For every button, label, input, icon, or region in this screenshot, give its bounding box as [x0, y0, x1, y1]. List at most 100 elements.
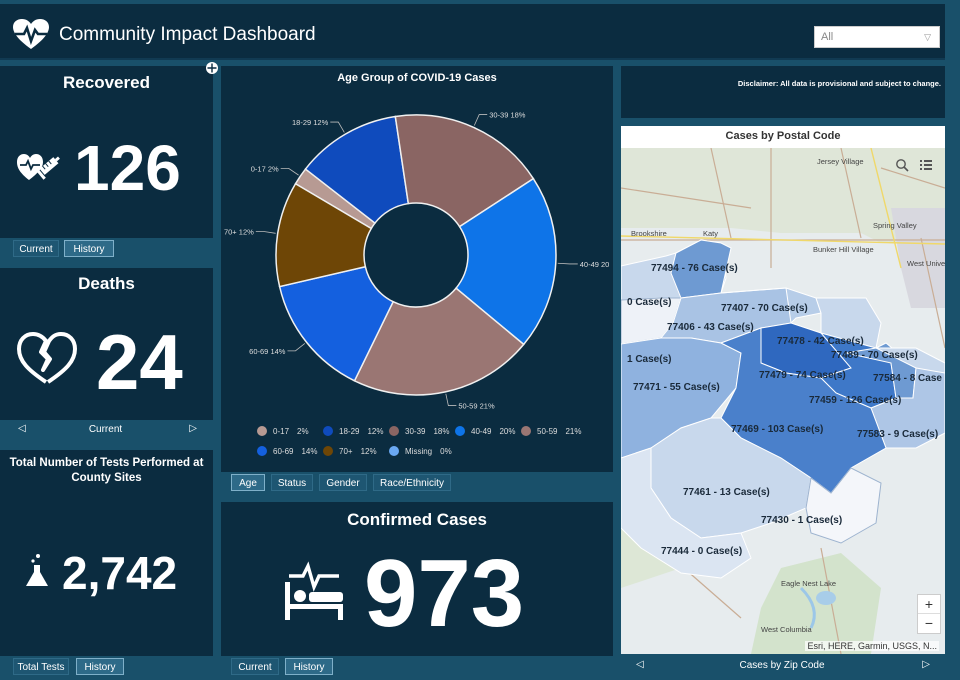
- zip-label: 1 Case(s): [627, 354, 672, 365]
- tab-history[interactable]: History: [76, 658, 124, 675]
- recovered-tabbar: Current History: [0, 238, 213, 258]
- zip-label: 77584 - 8 Case: [873, 373, 942, 384]
- tab-gender[interactable]: Gender: [319, 474, 367, 491]
- zip-label: 77444 - 0 Case(s): [661, 546, 743, 557]
- confirmed-panel: Confirmed Cases 973: [221, 502, 613, 656]
- legend-label: Missing: [405, 447, 433, 456]
- prev-arrow-icon[interactable]: ◁: [636, 659, 644, 670]
- legend-label: 0-17: [273, 427, 290, 436]
- zip-label: 77406 - 43 Case(s): [667, 322, 754, 333]
- tab-total-tests[interactable]: Total Tests: [13, 658, 69, 675]
- legend-pct: 2%: [297, 427, 309, 436]
- deaths-panel: Deaths 24: [0, 268, 213, 420]
- pie-slice-40-49[interactable]: [454, 177, 557, 346]
- tests-count: 2,742: [62, 547, 178, 599]
- deaths-nav: ◁ Current ▷: [6, 420, 205, 440]
- town-label: West Columbia: [761, 625, 812, 634]
- slice-label: 70+ 12%: [224, 227, 254, 236]
- legend-swatch: [323, 446, 333, 456]
- slice-label: 30-39 18%: [489, 111, 526, 120]
- tests-panel: Total Number of Tests Performed at Count…: [0, 450, 213, 656]
- legend-item-18-29[interactable]: 18-29 12%: [323, 426, 383, 436]
- legend-label: 18-29: [339, 427, 360, 436]
- slice-label: 60-69 14%: [249, 347, 286, 356]
- app-title: Community Impact Dashboard: [59, 24, 316, 45]
- pie-slice-30-39[interactable]: [394, 114, 535, 228]
- expand-icon[interactable]: [205, 61, 219, 75]
- slice-label: 0-17 2%: [251, 164, 279, 173]
- list-icon[interactable]: [919, 158, 933, 172]
- map-title: Cases by Postal Code: [725, 130, 841, 142]
- legend-item-50-59[interactable]: 50-59 21%: [521, 426, 581, 436]
- heart-syringe-icon: [17, 154, 60, 180]
- legend-swatch: [389, 446, 399, 456]
- legend-item-0-17[interactable]: 0-17 2%: [257, 426, 309, 436]
- legend-swatch: [389, 426, 399, 436]
- tab-history[interactable]: History: [285, 658, 333, 675]
- zoom-control: + −: [917, 594, 941, 634]
- town-label: Katy: [703, 229, 719, 238]
- legend-label: 70+: [339, 447, 353, 456]
- zip-label: 77459 - 126 Case(s): [809, 395, 902, 406]
- tests-tabbar: Total Tests History: [0, 656, 213, 676]
- legend-label: 40-49: [471, 427, 492, 436]
- pie-slice-50-59[interactable]: [353, 287, 525, 396]
- map-nav-label: Cases by Zip Code: [739, 660, 825, 671]
- legend-item-60-69[interactable]: 60-69 14%: [257, 446, 317, 456]
- zip-label: 77583 - 9 Case(s): [857, 429, 939, 440]
- zip-label: 77430 - 1 Case(s): [761, 515, 843, 526]
- zip-map[interactable]: Jersey Village Spring Valley Brookshire …: [621, 148, 945, 654]
- region-select[interactable]: All ▽: [814, 26, 940, 48]
- recovered-title: Recovered: [63, 73, 150, 92]
- region-select-value: All: [821, 31, 834, 43]
- pie-slice-60-69[interactable]: [278, 265, 395, 382]
- app-header: Community Impact Dashboard All ▽: [0, 4, 945, 60]
- map-nav: ◁ Cases by Zip Code ▷: [626, 656, 938, 676]
- legend-pct: 20%: [499, 427, 516, 436]
- slice-label: 18-29 12%: [292, 118, 329, 127]
- leader-line: [473, 114, 488, 126]
- legend-item-30-39[interactable]: 30-39 18%: [389, 426, 449, 436]
- pie-slice-70+[interactable]: [275, 182, 373, 288]
- prev-arrow-icon[interactable]: ◁: [18, 423, 26, 434]
- tab-status[interactable]: Status: [271, 474, 313, 491]
- tab-race-ethnicity[interactable]: Race/Ethnicity: [373, 474, 451, 491]
- tab-age[interactable]: Age: [231, 474, 265, 491]
- recovered-panel: Recovered 126: [0, 66, 213, 238]
- legend-swatch: [323, 426, 333, 436]
- legend-pct: 0%: [440, 447, 452, 456]
- tests-title: Total Number of Tests Performed at Count…: [9, 457, 204, 484]
- map-base: [621, 148, 945, 654]
- tab-current[interactable]: Current: [13, 240, 59, 257]
- chevron-down-icon: ▽: [924, 32, 931, 42]
- next-arrow-icon[interactable]: ▷: [922, 659, 930, 670]
- legend-label: 60-69: [273, 447, 294, 456]
- town-label: Bunker Hill Village: [813, 245, 874, 254]
- tab-current[interactable]: Current: [231, 658, 279, 675]
- legend-pct: 21%: [565, 427, 582, 436]
- legend-label: 50-59: [537, 427, 558, 436]
- disclaimer-text: Disclaimer: All data is provisional and …: [737, 79, 941, 88]
- search-icon[interactable]: [895, 158, 909, 172]
- tab-history[interactable]: History: [64, 240, 114, 257]
- leader-line: [557, 262, 578, 265]
- zip-label: 77407 - 70 Case(s): [721, 303, 808, 314]
- legend-pct: 14%: [301, 447, 318, 456]
- zip-label: 77478 - 42 Case(s): [777, 336, 864, 347]
- legend-swatch: [521, 426, 531, 436]
- next-arrow-icon[interactable]: ▷: [189, 423, 197, 434]
- slice-label: 40-49 20: [580, 260, 610, 269]
- zoom-in-button[interactable]: +: [918, 595, 940, 614]
- leader-line: [280, 167, 299, 176]
- legend-item-40-49[interactable]: 40-49 20%: [455, 426, 515, 436]
- zip-label: 77479 - 74 Case(s): [759, 370, 846, 381]
- town-label: Eagle Nest Lake: [781, 579, 837, 588]
- legend-pct: 18%: [433, 427, 450, 436]
- zoom-out-button[interactable]: −: [924, 615, 934, 631]
- heart-pulse-icon: [13, 19, 49, 49]
- legend-item-Missing[interactable]: Missing 0%: [389, 446, 452, 456]
- leader-line: [330, 121, 345, 133]
- legend-item-70+[interactable]: 70+ 12%: [323, 446, 377, 456]
- leader-line: [445, 393, 457, 406]
- confirmed-count: 973: [364, 540, 525, 647]
